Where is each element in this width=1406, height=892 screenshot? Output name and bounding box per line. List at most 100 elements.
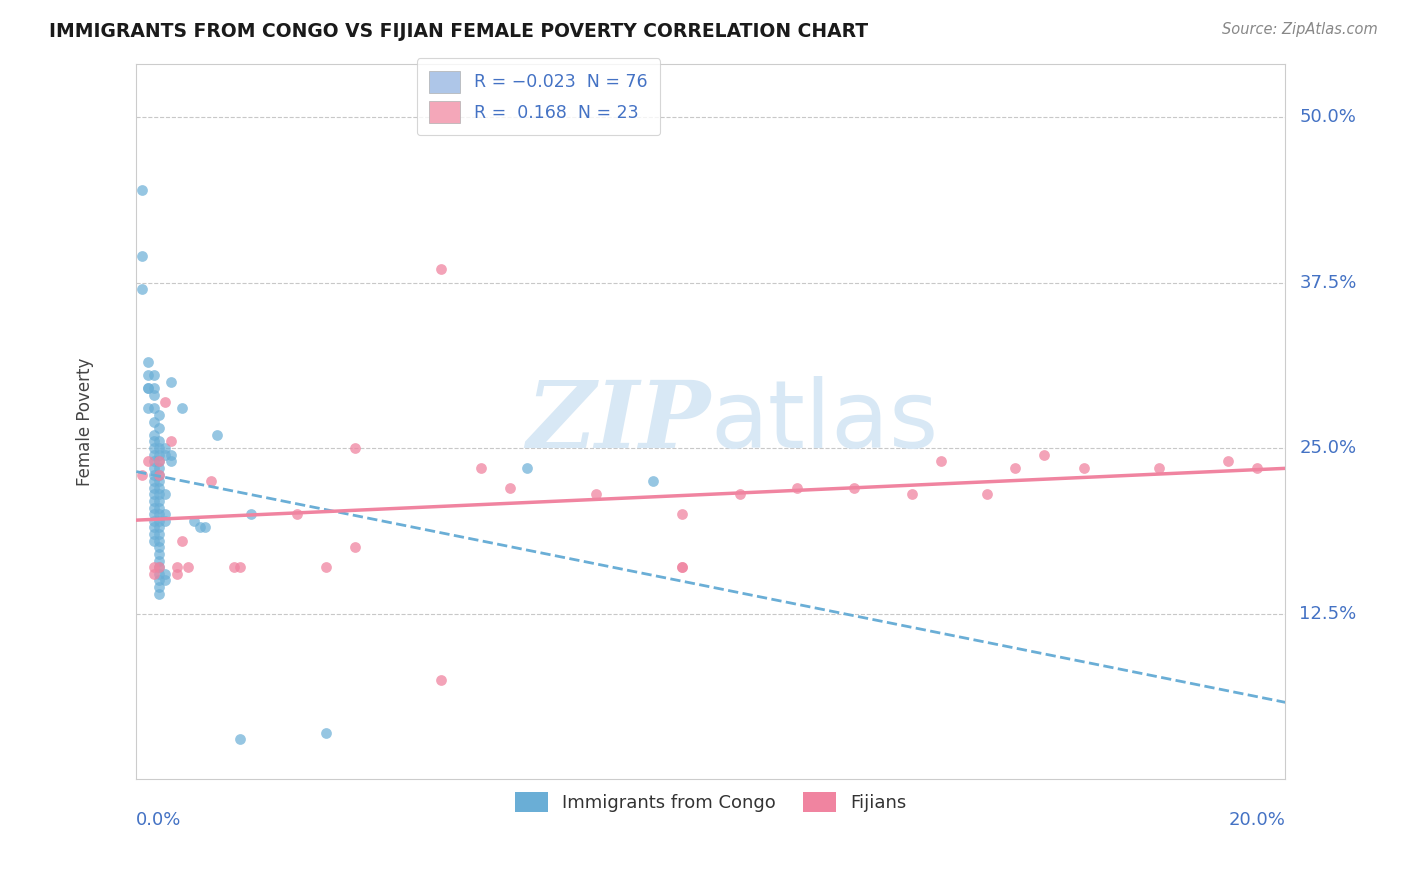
Point [148,467,170,482]
Point [671,560,693,574]
Text: 20.0%: 20.0% [1229,811,1285,830]
Point [200,474,222,488]
Point [142,500,165,515]
Point [343,541,366,555]
Point [148,580,170,594]
Point [585,487,607,501]
Point [671,507,693,521]
Point [148,541,170,555]
Point [142,533,165,548]
Point [148,566,170,581]
Text: Source: ZipAtlas.com: Source: ZipAtlas.com [1222,22,1378,37]
Point [131,249,153,263]
Point [240,507,263,521]
Text: atlas: atlas [711,376,939,467]
Point [901,487,924,501]
Legend: Immigrants from Congo, Fijians: Immigrants from Congo, Fijians [506,782,915,822]
Point [343,441,366,455]
Point [142,427,165,442]
Point [148,448,170,462]
Point [148,507,170,521]
Point [228,560,250,574]
Point [148,553,170,567]
Point [153,487,176,501]
Text: ZIP: ZIP [527,376,711,467]
Point [172,401,194,416]
Point [142,388,165,402]
Point [228,732,250,747]
Text: Female Poverty: Female Poverty [76,358,94,486]
Point [142,520,165,534]
Point [136,401,159,416]
Point [153,394,176,409]
Point [183,514,205,528]
Point [148,587,170,601]
Point [136,381,159,395]
Point [142,474,165,488]
Point [148,487,170,501]
Point [136,355,159,369]
Point [1216,454,1239,468]
Point [148,467,170,482]
Point [1246,461,1268,475]
Point [148,574,170,588]
Point [142,381,165,395]
Point [142,527,165,541]
Point [159,434,181,449]
Point [148,454,170,468]
Point [148,434,170,449]
Point [205,427,228,442]
Point [148,481,170,495]
Point [142,566,165,581]
Point [142,454,165,468]
Point [153,566,176,581]
Text: 37.5%: 37.5% [1299,274,1357,292]
Point [136,368,159,383]
Text: 25.0%: 25.0% [1299,439,1357,457]
Point [131,183,153,197]
Point [430,262,453,277]
Point [671,560,693,574]
Point [430,673,453,687]
Point [136,454,159,468]
Point [142,461,165,475]
Point [142,401,165,416]
Point [929,454,952,468]
Point [844,481,866,495]
Point [153,441,176,455]
Point [148,474,170,488]
Point [142,441,165,455]
Point [142,368,165,383]
Point [285,507,308,521]
Point [142,507,165,521]
Point [976,487,998,501]
Point [1147,461,1170,475]
Point [470,461,492,475]
Point [499,481,522,495]
Point [142,448,165,462]
Point [148,560,170,574]
Point [136,381,159,395]
Point [148,547,170,561]
Point [188,520,211,534]
Point [148,533,170,548]
Point [142,434,165,449]
Point [315,725,337,739]
Point [159,454,181,468]
Point [148,520,170,534]
Point [148,408,170,422]
Point [315,560,337,574]
Point [153,574,176,588]
Point [1004,461,1026,475]
Point [131,467,153,482]
Text: 12.5%: 12.5% [1299,605,1357,623]
Text: 0.0%: 0.0% [136,811,181,830]
Point [153,514,176,528]
Point [148,461,170,475]
Point [786,481,808,495]
Point [148,514,170,528]
Point [148,560,170,574]
Point [166,566,188,581]
Text: 50.0%: 50.0% [1299,108,1355,126]
Point [148,441,170,455]
